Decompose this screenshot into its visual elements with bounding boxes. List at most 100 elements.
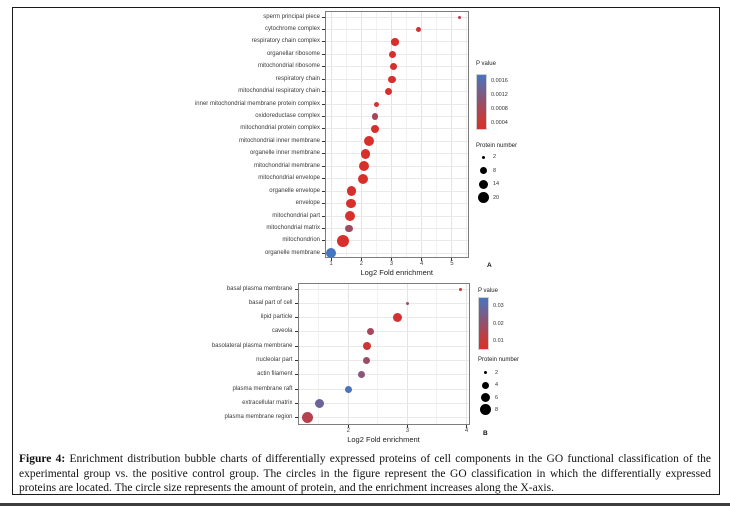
x-axis-tick-label: 1 <box>329 260 333 267</box>
data-bubble <box>314 398 324 408</box>
y-axis-tick <box>294 402 298 404</box>
data-bubble <box>346 186 357 196</box>
data-bubble <box>374 101 380 107</box>
gridline-horizontal <box>326 165 468 167</box>
data-bubble <box>326 248 337 259</box>
figure-caption: Figure 4: Enrichment distribution bubble… <box>19 452 711 496</box>
gridline-horizontal <box>298 402 469 404</box>
y-axis-label: sperm principal piece <box>263 13 320 20</box>
size-legend-label: 6 <box>495 394 499 401</box>
y-axis-label: cytochrome complex <box>264 25 320 32</box>
pvalue-legend-tick-label: 0.02 <box>493 320 504 327</box>
size-legend-label: 8 <box>495 406 499 413</box>
x-axis-tick-label: 3 <box>389 260 394 267</box>
gridline-horizontal <box>298 417 469 419</box>
pvalue-legend-tick-label: 0.01 <box>493 338 504 345</box>
gridline-horizontal <box>326 178 468 180</box>
panel-letter: B <box>483 430 488 437</box>
size-legend-title: Protein number <box>478 357 520 363</box>
y-axis-tick <box>322 178 325 180</box>
data-bubble <box>363 136 374 147</box>
gridline-horizontal <box>298 360 469 361</box>
pvalue-legend-tick-label: 0.0012 <box>491 92 508 98</box>
gridline-minor <box>436 11 438 257</box>
gridline-horizontal <box>326 252 468 254</box>
data-bubble <box>362 342 371 351</box>
y-axis-tick <box>322 103 325 105</box>
y-axis-label: organelle envelope <box>269 187 320 194</box>
data-bubble <box>384 88 392 96</box>
gridline-horizontal <box>298 317 469 319</box>
y-axis-label: plasma membrane raft <box>232 385 293 392</box>
y-axis-label: plasma membrane region <box>224 414 293 421</box>
size-legend-label: 8 <box>493 167 497 174</box>
gridline-major <box>451 11 453 257</box>
gridline-horizontal <box>298 288 469 290</box>
data-bubble <box>358 161 370 172</box>
data-bubble <box>371 113 379 120</box>
pvalue-legend-title: P value <box>476 61 496 67</box>
data-bubble <box>357 371 365 379</box>
y-axis-tick <box>322 153 325 155</box>
size-legend-label: 4 <box>495 382 499 388</box>
y-axis-label: caveola <box>271 328 293 335</box>
caption-label: Figure 4: <box>19 453 66 465</box>
y-axis-label: basolateral plasma membrane <box>211 342 293 349</box>
bottom-divider <box>0 503 730 506</box>
y-axis-label: envelope <box>295 200 320 207</box>
y-axis-tick <box>322 252 325 254</box>
y-axis-label: mitochondrial membrane <box>253 162 320 169</box>
gridline-horizontal <box>326 103 468 105</box>
y-axis-label: basal part of cell <box>248 299 293 306</box>
gridline-horizontal <box>326 78 468 80</box>
data-bubble <box>392 313 402 323</box>
data-bubble <box>367 328 375 336</box>
y-axis-tick <box>322 78 325 80</box>
gridline-minor <box>466 11 468 257</box>
x-axis-title: Log2 Fold enrichment <box>347 434 420 444</box>
plot-panel <box>297 283 470 425</box>
y-axis-tick <box>294 302 298 304</box>
size-legend-dot <box>478 179 488 189</box>
y-axis-label: mitochondrion <box>282 237 320 244</box>
data-bubble <box>389 63 397 71</box>
gridline-horizontal <box>298 388 469 390</box>
y-axis-tick <box>322 190 325 192</box>
x-axis-tick-label: 2 <box>359 260 363 267</box>
data-bubble <box>345 385 353 393</box>
gridline-horizontal <box>326 16 468 18</box>
gridline-horizontal <box>298 331 469 333</box>
size-legend-dot <box>483 371 487 374</box>
gridline-horizontal <box>326 116 468 118</box>
y-axis-tick <box>322 116 325 118</box>
y-axis-label: mitochondrial matrix <box>266 224 320 231</box>
gridline-minor <box>406 11 408 257</box>
x-axis-tick-label: 4 <box>420 260 424 267</box>
gridline-horizontal <box>298 302 469 304</box>
y-axis-tick <box>322 128 325 130</box>
data-bubble <box>362 357 370 364</box>
size-legend-dot <box>481 155 485 159</box>
x-axis-tick <box>390 258 392 261</box>
y-axis-label: mitochondrial protein complex <box>240 125 320 132</box>
y-axis-tick <box>294 331 298 333</box>
size-legend-dot <box>479 404 491 415</box>
size-legend-dot <box>481 381 489 389</box>
x-axis-tick <box>360 258 362 261</box>
y-axis-tick <box>294 317 298 319</box>
gridline-major <box>347 284 349 424</box>
size-legend-label: 2 <box>495 369 499 376</box>
y-axis-label: oxidoreductase complex <box>255 113 320 120</box>
data-bubble <box>389 50 397 58</box>
y-axis-tick <box>322 227 325 229</box>
x-axis-tick <box>347 425 349 428</box>
x-axis-tick <box>330 258 332 261</box>
y-axis-tick <box>294 374 298 376</box>
gridline-major <box>360 11 362 257</box>
gridline-horizontal <box>326 190 468 192</box>
y-axis-label: mitochondrial inner membrane <box>238 137 320 144</box>
y-axis-label: mitochondrial part <box>272 212 320 219</box>
y-axis-tick <box>322 165 325 167</box>
